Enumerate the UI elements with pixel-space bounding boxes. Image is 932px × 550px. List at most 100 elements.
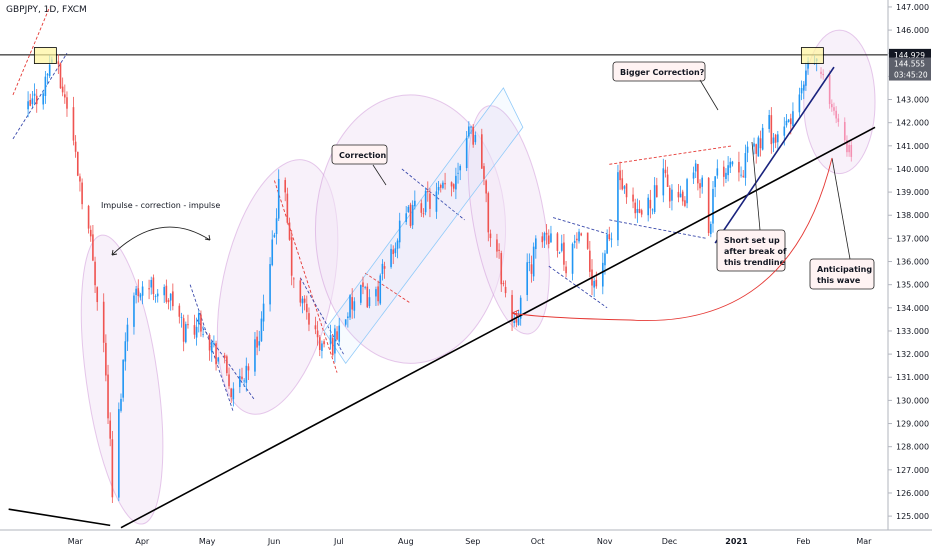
top-marker-box (33, 47, 57, 64)
candle (392, 245, 395, 265)
candle-body (800, 88, 803, 94)
candle-body (396, 240, 399, 249)
candle (623, 185, 626, 194)
candle-body (48, 64, 51, 77)
candle-body (362, 282, 364, 287)
candle (452, 183, 455, 193)
candle (290, 229, 293, 286)
symbol-title: GBPJPY, 1D, FXCM (6, 5, 87, 15)
candle-body (135, 288, 137, 295)
candle-body (293, 278, 295, 280)
time-tick-label: Aug (398, 537, 414, 546)
candle (187, 314, 189, 329)
price-tick-label: 133.000 (896, 327, 929, 336)
candle-body (180, 316, 183, 318)
candle-body (318, 337, 321, 351)
time-tick-label: Feb (796, 537, 810, 546)
time-axis[interactable]: Mar Apr May Jun Jul Aug Sep Oct Nov Dec 2021 Feb Mar (0, 529, 932, 550)
candle (122, 359, 124, 402)
candle (202, 325, 204, 338)
candle (744, 144, 747, 186)
candle-body (124, 341, 127, 362)
candle-body (755, 144, 758, 154)
candle (245, 357, 248, 392)
candle (109, 412, 111, 447)
candle-body (563, 242, 565, 265)
candle-body (107, 374, 109, 419)
candle (59, 62, 62, 89)
projected-body (848, 144, 850, 153)
candle-body (303, 298, 306, 303)
candle (586, 232, 589, 250)
candle-body (35, 95, 38, 105)
price-axis[interactable]: 125.000 126.000 127.000 128.000 129.000 130.0… (887, 0, 932, 550)
candle (729, 157, 732, 174)
candle-body (390, 248, 392, 268)
candle (232, 382, 235, 407)
candle-body (275, 218, 278, 235)
candle (541, 232, 544, 248)
candle-body (513, 321, 516, 323)
candle-body (316, 330, 319, 338)
candle (610, 232, 613, 248)
candle-body (409, 204, 412, 227)
candle (656, 177, 658, 198)
candle-body (541, 236, 544, 243)
candle-body (785, 120, 788, 126)
candle-body (746, 146, 749, 153)
candle (141, 281, 144, 305)
correction-note-text: Correction (339, 151, 386, 160)
candle-body (202, 334, 204, 336)
projected-body (850, 144, 853, 157)
candle (301, 295, 304, 314)
candle (649, 189, 652, 219)
price-tick-label: 143.000 (896, 96, 929, 105)
candle (740, 166, 742, 178)
candle (163, 284, 166, 303)
price-tick-label: 127.000 (896, 466, 929, 475)
channel-upper (273, 180, 338, 373)
candle (124, 332, 127, 371)
candle-body (57, 61, 60, 65)
candle (437, 180, 440, 195)
candle-body (692, 172, 695, 179)
candle (349, 294, 351, 320)
candle (757, 135, 760, 157)
candle (746, 141, 749, 163)
short-setup-note-text: this trendline (724, 258, 786, 267)
time-tick-label: Mar (856, 537, 872, 546)
candle-body (210, 341, 213, 353)
trendline (714, 66, 835, 244)
candle (33, 83, 36, 106)
time-tick-label: 2021 (725, 537, 748, 546)
candle (772, 133, 775, 153)
candle (239, 368, 241, 394)
projected-body (833, 107, 835, 111)
price-tick-label: 142.000 (896, 119, 929, 128)
candle (647, 194, 649, 222)
candle (621, 169, 624, 191)
correction-note-box (331, 144, 388, 165)
candle-body (44, 76, 47, 96)
candle (444, 172, 446, 190)
candle (677, 183, 680, 203)
candle (556, 232, 559, 258)
candle-body (740, 174, 742, 176)
candle-body (167, 300, 170, 303)
candle-body (277, 178, 280, 219)
short-setup-note-text: after break of (724, 247, 787, 256)
candle-body (560, 243, 563, 251)
candle (35, 88, 38, 113)
candle (364, 285, 366, 290)
candle-body (150, 279, 153, 288)
candle-body (305, 303, 308, 313)
candle-body (792, 111, 794, 127)
candle (498, 243, 500, 259)
candle (543, 231, 546, 249)
candle-body (586, 232, 589, 249)
candle-body (617, 172, 619, 241)
candle (573, 234, 576, 249)
candle (366, 283, 369, 308)
candle (351, 288, 353, 319)
